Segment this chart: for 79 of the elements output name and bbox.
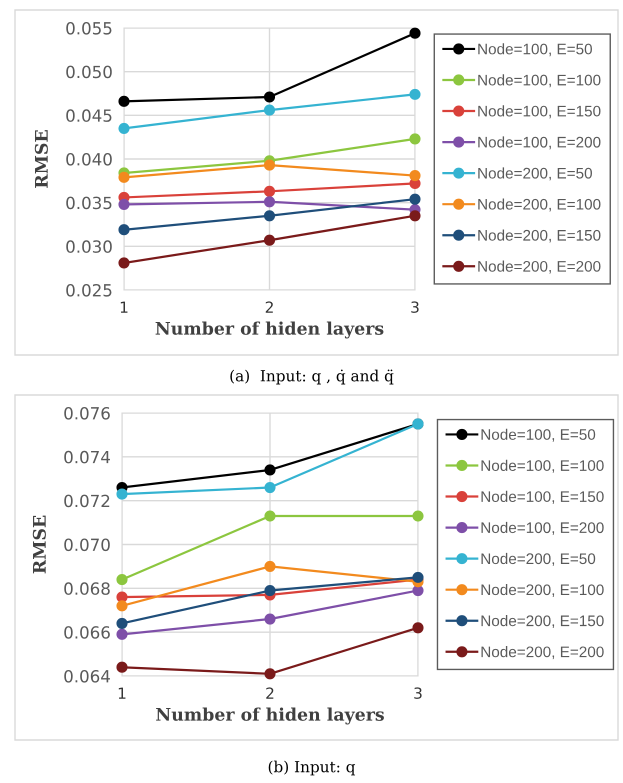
y-tick-label: 0.066 (64, 626, 110, 639)
legend-label: Node=200, E=200 (482, 646, 604, 660)
point (116, 592, 128, 603)
text: (a) Input: q , q̇ and q̈ (230, 370, 394, 384)
point (409, 133, 421, 144)
point (412, 622, 424, 634)
point (412, 584, 424, 596)
y-tick-label: 0.040 (66, 152, 112, 166)
legend-label: Node=200, E=150 (478, 229, 600, 243)
x-tick-label: 1 (120, 302, 128, 313)
x-tick-label: 2 (266, 301, 273, 313)
point (409, 210, 421, 222)
x-tick-label: 2 (266, 687, 274, 699)
point (118, 172, 130, 183)
point (409, 88, 421, 100)
legend-label: Node=100, E=200 (478, 136, 600, 150)
y-tick-label: 0.072 (64, 494, 110, 508)
y-axis-title: RMSE (32, 516, 46, 574)
point (264, 668, 276, 680)
y-tick-label: 0.050 (66, 66, 112, 78)
y-tick-label: 0.068 (64, 582, 110, 595)
point (116, 662, 128, 673)
point (264, 613, 276, 625)
point (264, 584, 276, 596)
point (264, 464, 276, 476)
legend-label: Node=200, E=100 (478, 198, 600, 212)
legend-label: Node=200, E=150 (482, 614, 604, 628)
point (264, 560, 276, 572)
point (264, 234, 276, 246)
point (264, 186, 276, 197)
x-tick-label: 3 (414, 687, 422, 699)
y-tick-label: 0.055 (66, 22, 112, 35)
point (412, 510, 424, 522)
point (264, 91, 276, 103)
legend-label: Node=100, E=100 (478, 74, 600, 88)
point (264, 196, 276, 208)
legend-label: Node=200, E=200 (478, 260, 600, 274)
x-axis-title: Number of hiden layers (156, 707, 384, 724)
legend-label: Node=100, E=150 (478, 105, 600, 118)
y-tick-label: 0.030 (66, 240, 112, 253)
y-tick-label: 0.064 (64, 670, 110, 683)
x-tick-label: 1 (118, 688, 126, 699)
point (118, 224, 130, 236)
legend-label: Node=200, E=50 (482, 552, 596, 566)
x-axis-title: Number of hiden layers (156, 321, 384, 338)
point (118, 96, 130, 107)
y-axis-title: RMSE (34, 130, 48, 188)
y-tick-label: 0.045 (66, 109, 112, 122)
legend-label: Node=100, E=200 (482, 522, 604, 535)
text: (b) Input: q (268, 760, 356, 776)
legend-label: Node=200, E=50 (478, 167, 592, 180)
y-tick-label: 0.025 (66, 284, 112, 297)
point (116, 628, 128, 640)
point (409, 28, 421, 39)
point (264, 104, 276, 116)
point (412, 572, 424, 583)
y-tick-label: 0.035 (66, 196, 112, 210)
y-tick-label: 0.074 (64, 450, 110, 464)
point (264, 510, 276, 522)
point (118, 122, 130, 134)
x-tick-label: 3 (411, 301, 419, 313)
point (264, 160, 276, 171)
point (116, 488, 128, 500)
point (409, 170, 421, 182)
point (264, 210, 276, 222)
legend-label: Node=100, E=100 (482, 460, 604, 473)
legend-label: Node=200, E=100 (482, 584, 604, 597)
point (264, 482, 276, 494)
legend-label: Node=100, E=50 (482, 428, 596, 442)
point (118, 257, 130, 268)
point (116, 600, 128, 612)
legend-label: Node=100, E=50 (478, 43, 592, 56)
point (409, 194, 421, 205)
legend-label: Node=100, E=150 (482, 490, 604, 504)
point (118, 198, 130, 210)
y-tick-label: 0.076 (64, 406, 110, 420)
point (116, 574, 128, 586)
point (116, 618, 128, 629)
y-tick-label: 0.070 (64, 538, 110, 552)
